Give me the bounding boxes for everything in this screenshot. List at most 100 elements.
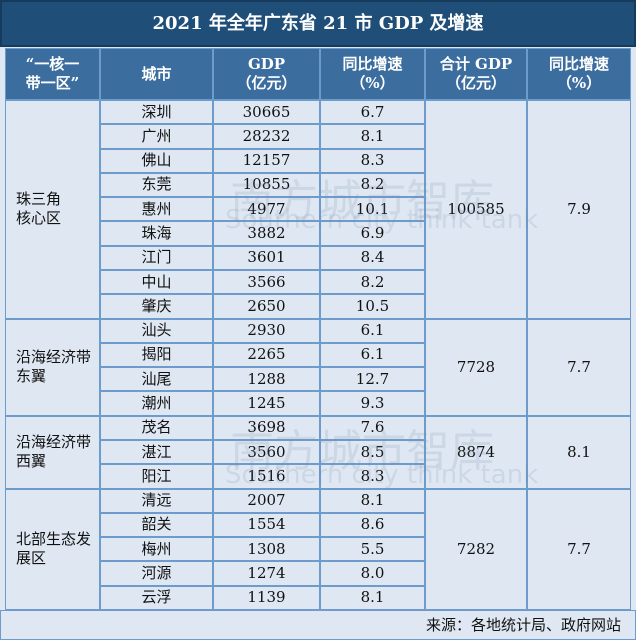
growth-cell-text: 8.1 [360, 126, 385, 145]
gdp-cell-text: 1308 [247, 539, 286, 558]
gdp-cell: 3560 [213, 440, 320, 465]
header-cell: GDP （亿元） [213, 48, 320, 100]
region-cell-text: 沿海经济带 [16, 433, 92, 452]
gdp-cell-text: 30665 [242, 102, 291, 121]
gdp-cell: 1288 [213, 367, 320, 392]
growth-cell: 6.1 [320, 318, 425, 343]
growth-cell: 8.4 [320, 245, 425, 270]
header-cell-text: （亿元） [445, 74, 506, 92]
growth-cell: 6.7 [320, 100, 425, 125]
gdp-cell-text: 3601 [247, 248, 286, 267]
gdp-cell: 3882 [213, 221, 320, 246]
gdp-cell: 1245 [213, 391, 320, 416]
city-cell: 深圳 [100, 100, 213, 125]
gdp-cell: 1516 [213, 464, 320, 489]
growth-cell-text: 8.2 [360, 175, 385, 194]
city-cell: 东莞 [100, 172, 213, 198]
growth-cell-text: 6.7 [360, 102, 385, 121]
city-cell: 汕头 [100, 318, 213, 343]
city-cell: 汕尾 [100, 367, 213, 392]
header-cell: 城市 [100, 48, 213, 100]
header-cell-text: （%） [556, 74, 602, 92]
city-cell-text: 汕尾 [141, 369, 172, 388]
source-text: 来源：各地统计局、政府网站 [425, 615, 621, 634]
gdp-cell-text: 3882 [247, 224, 286, 243]
gdp-cell-text: 1274 [247, 564, 286, 583]
city-cell: 云浮 [100, 585, 213, 610]
growth-cell-text: 8.5 [360, 442, 385, 461]
total-gdp-cell-text: 7282 [456, 539, 496, 558]
city-cell: 阳江 [100, 464, 213, 489]
growth-cell-text: 8.1 [360, 491, 385, 510]
city-cell: 中山 [100, 270, 213, 295]
city-cell: 河源 [100, 561, 213, 586]
city-cell: 广州 [100, 124, 213, 149]
growth-cell-text: 12.7 [355, 369, 390, 388]
total-growth-cell: 7.9 [527, 100, 631, 319]
total-gdp-cell: 7728 [425, 318, 527, 416]
growth-cell-text: 6.9 [360, 224, 385, 243]
growth-cell: 9.3 [320, 391, 425, 416]
region-cell-text: 西翼 [16, 452, 47, 471]
total-gdp-cell-text: 7728 [456, 357, 496, 376]
gdp-cell: 1554 [213, 512, 320, 538]
region-cell: 北部生态发 展区 [5, 488, 100, 610]
city-cell: 梅州 [100, 537, 213, 562]
city-cell: 茂名 [100, 415, 213, 440]
growth-cell-text: 6.1 [360, 321, 385, 340]
city-cell-text: 阳江 [141, 466, 172, 485]
total-growth-cell-text: 7.9 [567, 199, 591, 218]
growth-cell-text: 5.5 [360, 539, 385, 558]
total-gdp-cell: 7282 [425, 488, 527, 610]
gdp-cell: 10855 [213, 172, 320, 198]
growth-cell-text: 6.1 [360, 345, 385, 364]
growth-cell: 12.7 [320, 367, 425, 392]
gdp-cell: 2007 [213, 488, 320, 513]
header-cell-text: 合计 GDP [439, 55, 513, 73]
city-cell-text: 韶关 [141, 515, 172, 534]
header-cell-text: 带一区” [25, 74, 80, 92]
growth-cell: 10.5 [320, 294, 425, 319]
city-cell-text: 中山 [141, 272, 172, 291]
header-cell: 同比增速 （%） [320, 48, 425, 100]
city-cell-text: 河源 [141, 564, 172, 583]
total-growth-cell-text: 7.7 [567, 539, 591, 558]
gdp-cell: 1308 [213, 537, 320, 562]
total-gdp-cell: 100585 [425, 100, 527, 319]
city-cell-text: 珠海 [141, 224, 172, 243]
total-growth-cell-text: 7.7 [567, 357, 591, 376]
gdp-cell-text: 1516 [247, 466, 286, 485]
city-cell: 清远 [100, 488, 213, 513]
gdp-cell-text: 4977 [247, 199, 286, 218]
city-cell: 佛山 [100, 148, 213, 173]
gdp-cell-text: 1245 [247, 394, 286, 413]
city-cell-text: 揭阳 [141, 345, 172, 364]
growth-cell: 7.6 [320, 415, 425, 440]
growth-cell: 5.5 [320, 537, 425, 562]
gdp-cell: 3566 [213, 270, 320, 295]
growth-cell-text: 8.4 [360, 248, 385, 267]
growth-cell: 8.2 [320, 270, 425, 295]
region-cell-text: 沿海经济带 [16, 348, 92, 367]
total-gdp-cell-text: 100585 [447, 199, 505, 218]
city-cell: 肇庆 [100, 294, 213, 319]
growth-cell-text: 8.3 [360, 466, 385, 485]
city-cell: 惠州 [100, 197, 213, 222]
total-gdp-cell-text: 8874 [456, 442, 496, 461]
gdp-cell-text: 3560 [247, 442, 286, 461]
header-cell-text: 同比增速 [548, 55, 609, 73]
gdp-cell-text: 3698 [247, 418, 286, 437]
growth-cell: 8.3 [320, 148, 425, 173]
region-cell-text: 东翼 [16, 367, 47, 386]
header-cell-text: 同比增速 [342, 55, 403, 73]
header-cell-text: 城市 [141, 64, 172, 83]
header-cell-text: （亿元） [236, 74, 297, 92]
growth-cell: 8.6 [320, 512, 425, 538]
gdp-cell: 2650 [213, 294, 320, 319]
growth-cell: 8.1 [320, 585, 425, 610]
header-cell: “一核一 带一区” [5, 48, 100, 100]
city-cell: 江门 [100, 245, 213, 270]
header-cell-text: “一核一 [25, 55, 80, 73]
region-cell: 珠三角 核心区 [5, 100, 100, 319]
